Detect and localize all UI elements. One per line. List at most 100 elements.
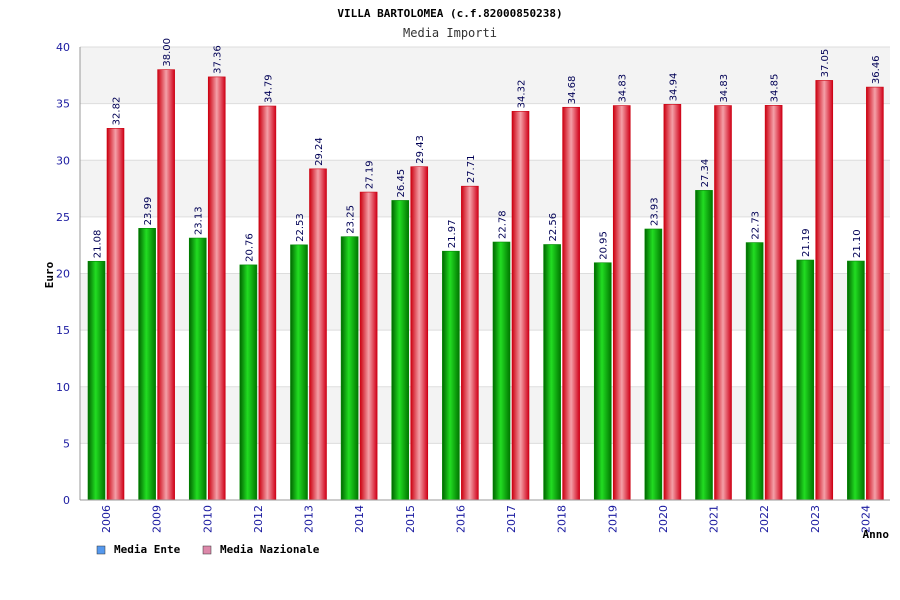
value-label-media-ente-2019: 20.95 [599,231,610,260]
value-label-media-ente-2020: 23.93 [649,197,660,226]
bar-media-nazionale-2022 [764,105,783,501]
bar-media-nazionale-2021 [714,105,732,501]
bar-media-nazionale-2023 [815,80,834,501]
x-tick-label-2022: 2022 [758,505,771,533]
x-tick-label-2012: 2012 [252,505,265,533]
x-tick-label-2024: 2024 [859,505,872,533]
x-tick-label-2021: 2021 [708,505,721,533]
x-axis-label: Anno [863,528,890,541]
bar-media-ente-2022 [745,242,764,501]
x-tick-label-2013: 2013 [303,505,316,533]
legend-swatch-media-nazionale [202,545,212,555]
value-label-media-ente-2010: 23.13 [194,206,205,235]
bar-media-ente-2009 [138,228,156,501]
value-label-media-ente-2021: 27.34 [700,159,711,188]
value-label-media-ente-2018: 22.56 [548,213,559,242]
bar-media-ente-2017 [492,241,511,501]
bar-media-nazionale-2006 [106,128,125,501]
bar-media-ente-2013 [290,244,308,501]
bar-media-ente-2006 [87,260,106,501]
bar-media-ente-2023 [796,259,815,501]
value-label-media-nazionale-2020: 34.94 [668,73,679,102]
bar-media-nazionale-2017 [511,111,530,501]
value-label-media-nazionale-2015: 29.43 [415,135,426,164]
value-label-media-nazionale-2018: 34.68 [567,76,578,105]
value-label-media-ente-2016: 21.97 [447,220,458,249]
x-tick-label-2015: 2015 [404,505,417,533]
bar-media-nazionale-2010 [207,76,226,501]
y-tick-label: 35 [56,98,70,111]
bar-media-nazionale-2020 [663,104,682,501]
value-label-media-ente-2024: 21.10 [852,229,863,258]
y-tick-label: 25 [56,211,70,224]
x-axis-ticks: 2006 2009 2010 2012 2013 2014 2015 2016 2017 2018… [100,505,872,533]
y-tick-label: 0 [63,494,70,507]
bar-media-ente-2019 [593,262,612,501]
value-label-media-nazionale-2013: 29.24 [314,137,325,166]
bar-media-ente-2021 [695,190,713,501]
chart-subtitle: Media Importi [403,26,497,40]
bar-media-nazionale-2018 [562,106,580,501]
y-tick-label: 40 [56,41,70,54]
value-label-media-ente-2022: 22.73 [751,211,762,240]
value-label-media-nazionale-2022: 34.85 [770,74,781,103]
value-label-media-ente-2006: 21.08 [93,230,104,259]
value-labels: 21.08 32.82 23.99 38.00 23.13 37.36 20.76 34.79… [93,38,882,262]
bar-media-ente-2012 [239,264,258,501]
legend-swatch-media-ente [96,545,106,555]
value-label-media-nazionale-2010: 37.36 [213,45,224,74]
x-tick-label-2018: 2018 [556,505,569,533]
value-label-media-nazionale-2019: 34.83 [618,74,629,103]
value-label-media-nazionale-2006: 32.82 [112,97,123,126]
bar-media-ente-2020 [644,228,663,501]
value-label-media-nazionale-2024: 36.46 [871,55,882,84]
bar-media-nazionale-2019 [612,105,631,501]
bar-media-ente-2014 [340,236,359,501]
bar-media-nazionale-2024 [866,86,884,501]
y-tick-label: 10 [56,381,70,394]
x-tick-label-2006: 2006 [100,505,113,533]
value-label-media-ente-2009: 23.99 [143,197,154,226]
bar-media-ente-2016 [442,250,460,501]
y-tick-label: 15 [56,324,70,337]
plot-band [80,47,890,104]
value-label-media-nazionale-2009: 38.00 [162,38,173,67]
bar-media-ente-2015 [391,200,410,501]
x-tick-label-2017: 2017 [505,505,518,533]
value-label-media-nazionale-2016: 27.71 [466,155,477,184]
value-label-media-ente-2014: 23.25 [346,205,357,234]
bar-media-ente-2018 [543,244,561,501]
chart-title: VILLA BARTOLOMEA (c.f.82000850238) [337,7,562,20]
x-tick-label-2016: 2016 [454,505,467,533]
value-label-media-ente-2015: 26.45 [396,169,407,198]
bar-media-ente-2024 [847,260,865,501]
x-tick-label-2020: 2020 [657,505,670,533]
x-tick-label-2023: 2023 [809,505,822,533]
value-label-media-nazionale-2014: 27.19 [365,160,376,189]
y-tick-label: 30 [56,154,70,167]
legend: Media Ente Media Nazionale [96,543,320,556]
bar-media-nazionale-2016 [461,185,479,501]
y-tick-label: 20 [56,268,70,281]
value-label-media-ente-2023: 21.19 [801,228,812,257]
bar-media-nazionale-2013 [309,168,327,501]
value-label-media-ente-2013: 22.53 [295,213,306,242]
value-label-media-nazionale-2012: 34.79 [263,74,274,103]
bar-media-nazionale-2015 [410,166,429,501]
x-tick-label-2019: 2019 [606,505,619,533]
value-label-media-nazionale-2017: 34.32 [517,80,528,109]
y-axis-label: Euro [43,261,56,288]
bar-media-nazionale-2012 [258,105,277,501]
value-label-media-ente-2012: 20.76 [244,233,255,262]
legend-label-media-ente: Media Ente [114,543,181,556]
value-label-media-ente-2017: 22.78 [498,210,509,239]
bar-media-ente-2010 [188,237,207,501]
bars [87,69,884,501]
legend-label-media-nazionale: Media Nazionale [220,543,320,556]
x-tick-label-2009: 2009 [151,505,164,533]
bar-media-nazionale-2009 [157,69,175,501]
x-tick-label-2014: 2014 [353,505,366,533]
y-tick-label: 5 [63,437,70,450]
value-label-media-nazionale-2023: 37.05 [820,49,831,78]
